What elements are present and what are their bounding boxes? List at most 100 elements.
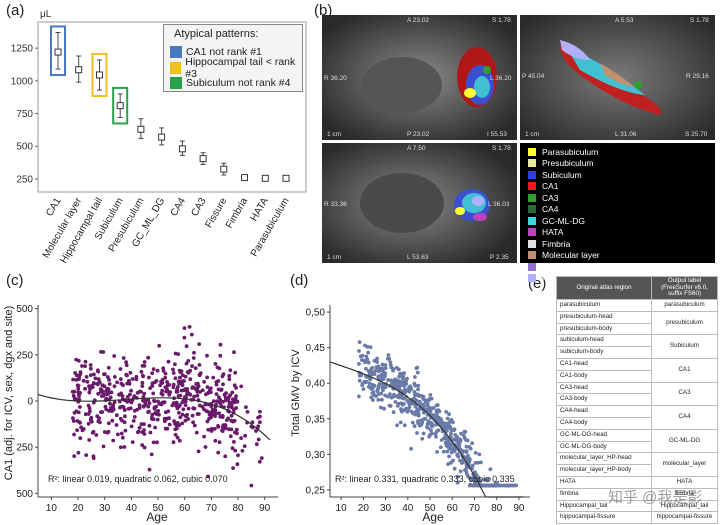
- data-point: [393, 382, 397, 387]
- atypical-highlight-box: [50, 25, 66, 77]
- data-point: [233, 448, 238, 453]
- data-point: [187, 325, 192, 329]
- table-row: CA1-head CA1: [556, 357, 718, 383]
- data-point: [421, 431, 426, 436]
- x-tick-label: 40: [402, 503, 414, 514]
- data-point: [153, 411, 158, 416]
- data-point: [118, 445, 123, 450]
- data-point: [453, 433, 458, 437]
- data-point: [464, 450, 469, 454]
- data-point: [435, 409, 440, 414]
- data-point: [177, 381, 182, 386]
- data-point: [224, 391, 228, 396]
- x-tick-label: 60: [447, 503, 459, 514]
- data-point: [405, 409, 410, 414]
- data-point: [177, 404, 181, 409]
- data-point: [140, 373, 145, 378]
- data-point: [435, 450, 439, 454]
- data-point: [146, 404, 151, 409]
- table-cell-output: CA1: [651, 357, 718, 383]
- data-point: [413, 412, 418, 417]
- data-point: [87, 438, 92, 442]
- data-point: [397, 392, 402, 397]
- data-point: [501, 483, 506, 488]
- data-point: [469, 477, 474, 482]
- segmentation-legend-item: GC-ML-DG: [528, 215, 715, 227]
- mean-marker: [282, 174, 290, 182]
- data-point: [229, 413, 234, 418]
- data-point: [455, 453, 460, 457]
- data-point: [465, 438, 470, 443]
- data-point: [382, 406, 386, 411]
- x-tick-label: 90: [513, 503, 525, 514]
- data-point: [163, 371, 168, 376]
- data-point: [218, 353, 223, 358]
- data-point: [150, 381, 155, 386]
- y-axis-label: CA1 (adj. for ICV, sex, dgx and site): [3, 306, 15, 480]
- data-point: [425, 407, 429, 411]
- data-point: [391, 368, 395, 373]
- data-point: [205, 375, 210, 380]
- data-point: [165, 387, 169, 391]
- data-point: [93, 376, 98, 381]
- data-point: [438, 445, 443, 450]
- data-point: [123, 428, 128, 433]
- data-point: [192, 423, 197, 428]
- data-point: [72, 454, 77, 458]
- y-tick-label: 250: [16, 174, 33, 185]
- mri-coord: P 23.02: [407, 131, 430, 138]
- swatch-green: [170, 76, 182, 89]
- table-row: CA4-head CA4: [556, 405, 718, 430]
- y-tick-label: 0,45: [306, 343, 326, 354]
- data-point: [429, 428, 433, 433]
- data-point: [119, 391, 123, 396]
- data-point: [101, 394, 106, 398]
- data-point: [92, 372, 96, 377]
- data-point: [94, 433, 99, 437]
- data-point: [213, 414, 218, 418]
- color-swatch: [528, 251, 536, 260]
- data-point: [470, 463, 475, 468]
- data-point: [470, 441, 474, 445]
- table-cell-output: GC-ML-DG: [651, 428, 718, 454]
- table-cell-output: Hippocampal_tail: [651, 499, 718, 513]
- data-point: [182, 395, 187, 399]
- mri-scale-label: 1 cm: [525, 131, 540, 138]
- data-point: [430, 422, 435, 427]
- data-point: [380, 385, 385, 390]
- data-point: [386, 353, 391, 357]
- data-point: [152, 406, 157, 411]
- segmentation-legend-item: Presubiculum: [528, 158, 715, 170]
- data-point: [127, 392, 132, 397]
- data-point: [140, 443, 145, 447]
- data-point: [369, 372, 374, 377]
- data-point: [445, 429, 449, 433]
- data-point: [404, 379, 408, 383]
- table-row: CA3-body: [556, 393, 718, 407]
- data-point: [98, 420, 102, 425]
- data-point: [258, 420, 262, 425]
- panel-label-a: (a): [6, 2, 25, 19]
- data-point: [140, 384, 145, 388]
- data-point: [483, 483, 488, 488]
- table-cell-original: CA4-head: [556, 405, 652, 418]
- data-point: [407, 405, 412, 410]
- data-point: [71, 416, 75, 420]
- data-point: [213, 438, 218, 443]
- table-cell-original: Hippocampal_tail: [556, 499, 652, 513]
- data-point: [120, 418, 124, 423]
- data-point: [91, 429, 96, 434]
- legend-label: Presubiculum: [542, 158, 594, 169]
- data-point: [388, 363, 393, 367]
- mri-coord: R 29.16: [686, 73, 709, 80]
- data-point: [173, 351, 178, 356]
- data-point: [380, 362, 385, 367]
- data-point: [112, 400, 117, 404]
- segmentation-legend-item: HATA: [528, 227, 715, 239]
- data-point: [383, 366, 388, 370]
- data-point: [378, 405, 383, 410]
- data-point: [196, 449, 201, 454]
- data-point: [220, 429, 225, 433]
- x-axis-label: Age: [146, 510, 168, 524]
- data-point: [186, 359, 191, 363]
